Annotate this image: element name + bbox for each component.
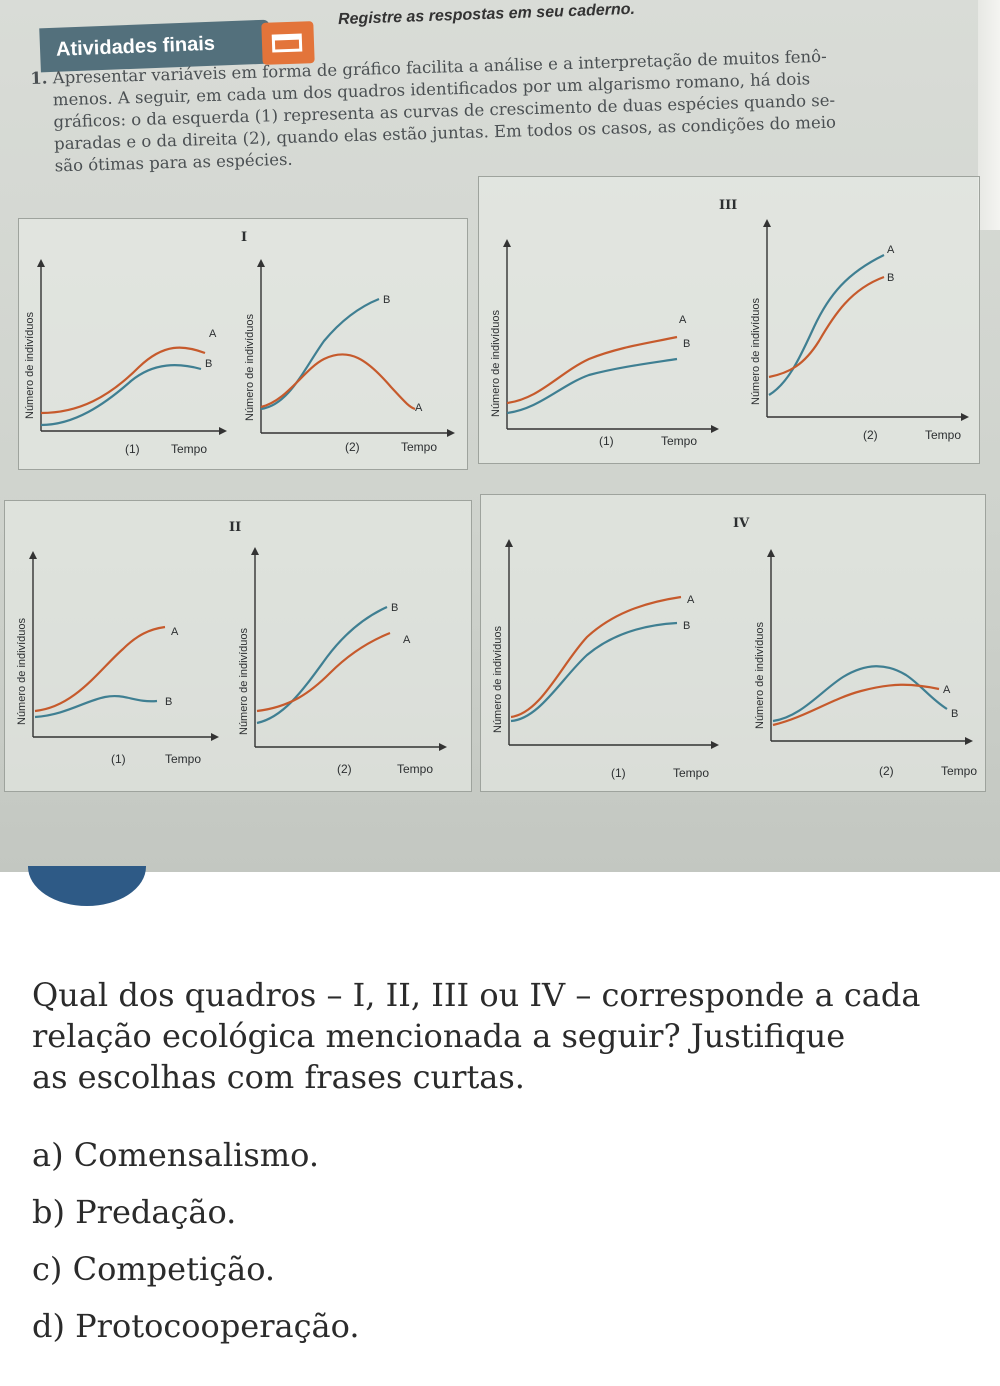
panel-IV-graph-2-xlabel: Tempo [941,764,977,778]
panel-II-graph-2-curve-A [256,631,391,713]
answer-options: a) Comensalismo. b) Predação. c) Competi… [32,1127,932,1355]
panel-IV-graph-1-curve-A [510,595,682,719]
panel-III-graph-2-letter-B: B [887,272,894,284]
panel-III-graph-1-ylabel: Número de indivíduos [490,309,502,417]
option-b: b) Predação. [32,1193,237,1231]
panel-I-graph-2: Número de indivíduos (2) Tempo B A [244,259,455,454]
panel-III: III Número de indivíduos (1) Tempo A B N… [478,176,980,464]
panel-II-graph-1-xlabel: Tempo [165,752,201,766]
panel-II-graph-1-letter-B: B [165,696,172,708]
panel-III-graph-2-letter-A: A [887,244,895,256]
panel-IV-graph-2-curve-A [772,683,940,727]
panel-I-graph-1-curve-A [40,346,206,415]
panel-III-graph-1-letter-A: A [679,314,687,326]
panel-II-graph-2-curve-B [256,605,388,725]
panel-I-graph-1-curve-B [40,364,202,427]
question-text: Qual dos quadros – I, II, III ou IV – co… [32,975,982,1098]
panel-I-graph-1: Número de indivíduos (1) Tempo A B [24,259,227,456]
panel-I-graph-2-ylabel: Número de indivíduos [244,313,256,421]
exercise-number: 1. [30,68,48,88]
panel-I-graph-2-label: (2) [345,440,360,454]
panel-II-graph-2-letter-A: A [403,634,411,646]
panel-I-graph-1-ylabel: Número de indivíduos [24,311,36,419]
question-line-3: as escolhas com frases curtas. [32,1058,525,1096]
panel-III-graph-2-ylabel: Número de indivíduos [750,297,762,405]
panel-IV-graph-1-ylabel: Número de indivíduos [492,625,504,733]
panel-IV: IV Número de indivíduos (1) Tempo A B Nú… [480,494,986,792]
panel-II-graph-2: Número de indivíduos (2) Tempo B A [238,547,447,776]
question-line-2: relação ecológica mencionada a seguir? J… [32,1017,846,1055]
panel-I-graph-2-letter-A: A [415,402,423,414]
panel-II-numeral: II [229,520,241,535]
panel-I-graphs: I Número de indivíduos (1) Tempo A B Núm… [24,230,455,456]
panel-II-graph-1-curve-A [34,625,166,713]
panel-I-graph-2-letter-B: B [383,294,390,306]
panel-IV-graph-2: Número de indivíduos (2) Tempo A B [754,549,977,778]
panel-III-graph-2-xlabel: Tempo [925,428,961,442]
panel-II-graph-2-label: (2) [337,762,352,776]
panel-III-graph-1-curve-B [506,357,678,415]
panel-III-graph-1-label: (1) [599,434,614,448]
panel-II-graph-2-letter-B: B [391,602,398,614]
panel-II: II Número de indivíduos (1) Tempo A B Nú… [4,500,472,792]
panel-IV-graph-1-xlabel: Tempo [673,766,709,780]
panel-III-numeral: III [719,198,737,213]
panel-III-graph-1-xlabel: Tempo [661,434,697,448]
panel-I-graph-1-xlabel: Tempo [171,442,207,456]
page-edge [978,0,1000,230]
panel-I-graph-1-label: (1) [125,442,140,456]
panel-I-graph-2-curve-B [260,297,380,411]
ink-blot [28,866,146,906]
panel-II-graph-1-curve-B [34,695,158,719]
instruction-note: Registre as respostas em seu caderno. [337,0,636,29]
panel-I: I Número de indivíduos (1) Tempo A B Núm… [18,218,468,470]
panel-I-graph-1-letter-B: B [205,358,212,370]
option-d: d) Protocooperação. [32,1307,360,1345]
panel-I-graph-2-xlabel: Tempo [401,440,437,454]
panel-III-graph-1-letter-B: B [683,338,690,350]
panel-II-graphs: II Número de indivíduos (1) Tempo A B Nú… [16,520,447,776]
panel-III-graphs: III Número de indivíduos (1) Tempo A B N… [490,198,969,448]
panel-IV-graph-2-label: (2) [879,764,894,778]
panel-III-graph-1-curve-A [506,335,678,405]
panel-IV-numeral: IV [733,516,750,531]
panel-I-graph-1-letter-A: A [209,328,217,340]
panel-III-graph-2-curve-A [768,254,885,396]
panel-IV-graph-1-curve-B [510,621,678,723]
panel-IV-graphs: IV Número de indivíduos (1) Tempo A B Nú… [492,516,977,780]
panel-IV-graph-2-curve-B [772,665,948,723]
panel-II-graph-1-ylabel: Número de indivíduos [16,617,28,725]
panel-IV-graph-2-ylabel: Número de indivíduos [754,621,766,729]
panel-II-graph-2-ylabel: Número de indivíduos [238,627,250,735]
panel-II-graph-1-label: (1) [111,752,126,766]
panel-IV-graph-1-letter-B: B [683,620,690,632]
question-line-1: Qual dos quadros – I, II, III ou IV – co… [32,976,921,1014]
panel-II-graph-1: Número de indivíduos (1) Tempo A B [16,551,219,766]
panel-III-graph-2-curve-B [768,275,885,379]
panel-II-graph-2-xlabel: Tempo [397,762,433,776]
option-c: c) Competição. [32,1250,276,1288]
panel-IV-graph-1: Número de indivíduos (1) Tempo A B [492,539,719,780]
panel-III-graph-2-label: (2) [863,428,878,442]
panel-I-graph-2-curve-A [260,353,416,411]
panel-II-graph-1-letter-A: A [171,626,179,638]
panel-I-numeral: I [241,230,247,245]
panel-III-graph-1: Número de indivíduos (1) Tempo A B [490,239,719,448]
option-a: a) Comensalismo. [32,1136,319,1174]
textbook-photo: Atividades finais Registre as respostas … [0,0,1000,872]
panel-IV-graph-1-label: (1) [611,766,626,780]
notebook-icon [261,21,315,65]
panel-IV-graph-1-letter-A: A [687,594,695,606]
panel-III-graph-2: Número de indivíduos (2) Tempo A B [750,219,969,442]
panel-IV-graph-2-letter-A: A [943,684,951,696]
panel-IV-graph-2-letter-B: B [951,708,958,720]
